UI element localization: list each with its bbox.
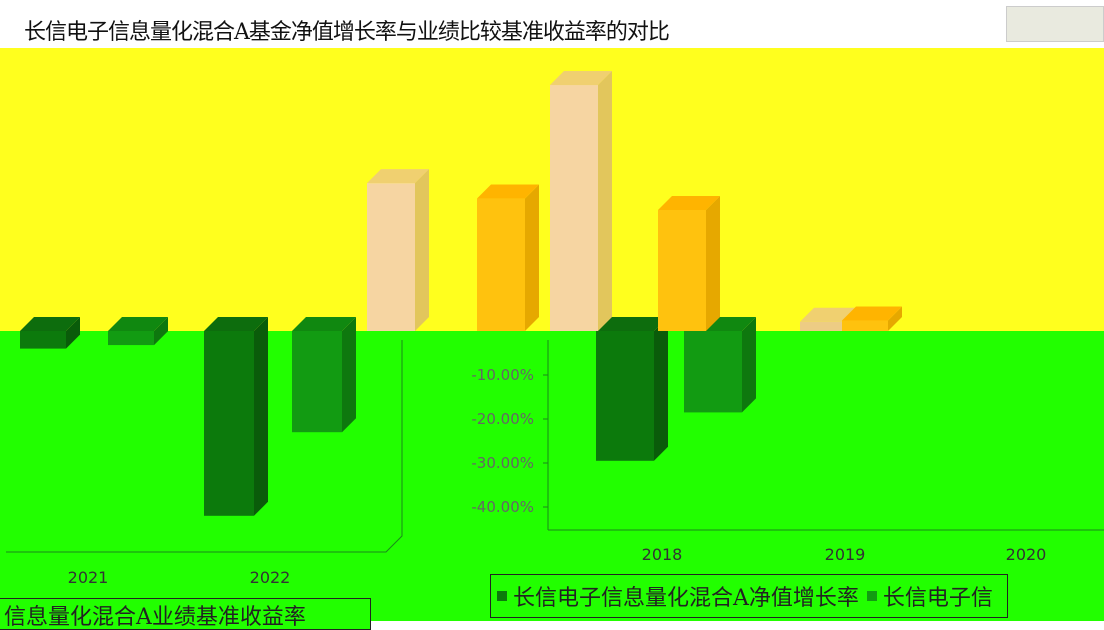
bar-series1-2018-top [596,317,668,331]
legend-swatch-series1 [497,591,507,601]
lower-chart-band [0,331,1104,621]
bar-series1-2022-top [204,317,268,331]
y-tick-label: -30.00% [471,454,534,472]
y-tick-label: -10.00% [471,366,534,384]
bar-series1-2020-side [598,71,612,331]
bar-series2-2017-side [525,184,539,331]
x-tick-label: 2020 [1006,545,1047,564]
window-controls[interactable] [1006,6,1104,42]
bar-series1-2017-side [415,169,429,331]
bar-series2-2021-side [154,317,168,346]
x-tick-label: 2018 [642,545,683,564]
bar-series2-2020-top [658,196,720,210]
bar-series1-2022 [204,331,254,516]
bar-series1-2017-top [367,169,429,184]
left-panel-frame [6,340,403,553]
bar-series1-2018-side [654,317,668,461]
bar-series1-2021 [20,331,66,349]
bar-series2-2019 [842,320,888,331]
bar-series1-2018 [596,331,654,461]
legend-item-series1: 长信电子信息量化混合A净值增长率 [497,580,859,612]
bar-series1-2021-top [20,317,80,331]
chart-legend-left: 信息量化混合A业绩基准收益率 [0,598,371,630]
bar-series2-2022-side [342,317,356,433]
bar-series1-2019 [800,321,846,331]
bar-series1-2017 [367,183,415,331]
bar-series2-2018 [684,331,742,413]
legend-item-series2: 长信电子信 [866,580,993,612]
y-tick-label: -20.00% [471,410,534,428]
bar-series2-2022-top [292,317,356,331]
bar-series2-2022 [292,331,342,433]
bar-series2-2021-top [108,317,168,331]
bar-series1-2021-side [66,317,80,349]
bar-series1-2020-top [550,71,612,86]
legend-label-series1: 长信电子信息量化混合A净值增长率 [513,586,859,611]
bar-series2-2017-top [477,184,539,199]
bar-series1-2020 [550,85,598,331]
legend-label-series2: 长信电子信 [882,586,993,611]
x-tick-label: 2022 [250,568,291,587]
x-tick-label: 2021 [68,568,109,587]
bar-series2-2018-side [742,317,756,413]
y-tick-label: -40.00% [471,498,534,516]
bar-series1-2022-side [254,317,268,516]
bar-series2-2021 [108,331,154,346]
chart-title: 长信电子信息量化混合A基金净值增长率与业绩比较基准收益率的对比 [24,20,670,45]
bar-series2-2019-top [842,306,902,321]
bar-series2-2020 [658,210,706,331]
bar-series2-2020-side [706,196,720,331]
bar-series2-2019-side [888,306,902,331]
x-tick-label: 2019 [825,545,866,564]
title-band: 长信电子信息量化混合A基金净值增长率与业绩比较基准收益率的对比 [0,0,1104,48]
chart-legend: 长信电子信息量化混合A净值增长率 长信电子信 [490,574,1008,618]
bar-series2-2017 [477,198,525,331]
legend-swatch-series2 [866,591,877,601]
